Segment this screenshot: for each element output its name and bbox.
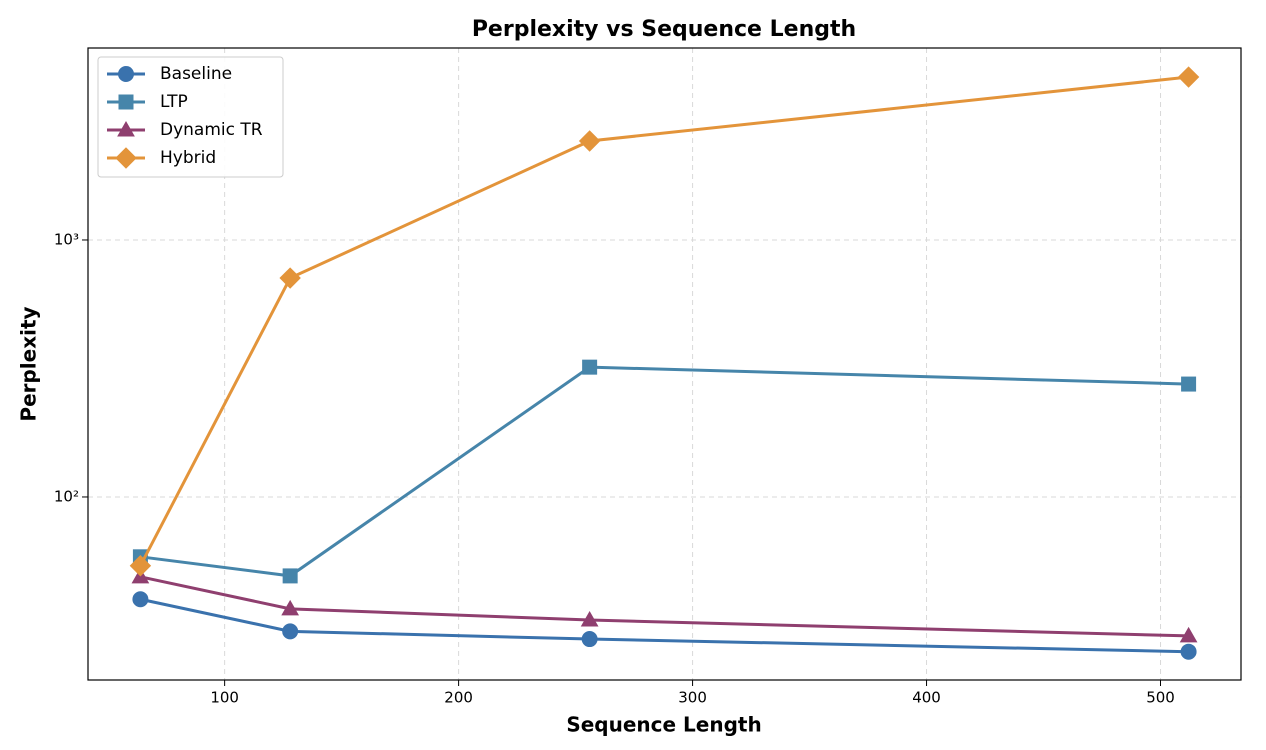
marker — [282, 623, 299, 640]
x-tick-label: 500 — [1146, 689, 1175, 707]
marker — [132, 591, 149, 608]
marker — [118, 66, 134, 82]
x-tick-label: 200 — [444, 689, 473, 707]
chart-title: Perplexity vs Sequence Length — [472, 17, 856, 42]
marker — [281, 599, 300, 616]
marker — [1180, 643, 1197, 660]
y-tick-label: 10³ — [54, 230, 79, 248]
marker — [581, 631, 598, 648]
y-axis-label: Perplexity — [17, 306, 41, 421]
marker — [580, 611, 599, 627]
series-line — [140, 365, 1189, 578]
x-tick-label: 100 — [210, 689, 239, 707]
x-tick-label: 300 — [678, 689, 707, 707]
marker — [1177, 66, 1200, 88]
legend-box — [97, 56, 284, 178]
y-tick-label: 10² — [54, 487, 79, 505]
marker — [282, 568, 298, 584]
plot-frame — [87, 47, 1242, 681]
legend-label: LTP — [160, 92, 188, 112]
marker — [118, 94, 134, 110]
marker — [115, 147, 137, 169]
legend-label: Dynamic TR — [160, 120, 263, 140]
legend: Baseline LTP Dynamic TR Hybrid — [97, 56, 284, 178]
marker — [1181, 376, 1197, 392]
marker — [578, 130, 601, 152]
legend-label: Baseline — [160, 64, 232, 84]
marker — [1179, 626, 1198, 643]
marker — [117, 120, 135, 137]
series-line — [139, 75, 1189, 567]
legend-label: Hybrid — [160, 148, 216, 168]
marker — [279, 267, 301, 289]
marker — [129, 555, 152, 577]
x-axis-label: Sequence Length — [566, 713, 761, 737]
x-tick-label: 400 — [912, 689, 941, 707]
marker — [582, 359, 598, 375]
series-line — [140, 575, 1189, 638]
series-line — [140, 597, 1189, 654]
